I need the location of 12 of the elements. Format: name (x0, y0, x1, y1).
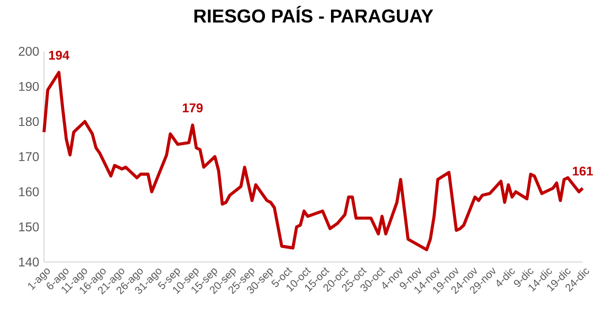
x-tick-label: 4-dic (496, 268, 515, 287)
annotation: 179 (182, 103, 203, 112)
y-tick-label: 200 (18, 46, 39, 56)
y-tick-label: 160 (19, 187, 39, 196)
y-tick-label: 140 (19, 258, 39, 266)
annotation: 194 (49, 50, 70, 60)
chart-title: RIESGO PAÍS - PARAGUAY (194, 6, 434, 23)
y-tick-label: 170 (19, 152, 39, 162)
y-tick-label: 190 (19, 82, 39, 91)
y-tick-label: 150 (19, 222, 39, 232)
annotation: 161 (572, 166, 593, 176)
y-tick-label: 180 (19, 117, 39, 126)
